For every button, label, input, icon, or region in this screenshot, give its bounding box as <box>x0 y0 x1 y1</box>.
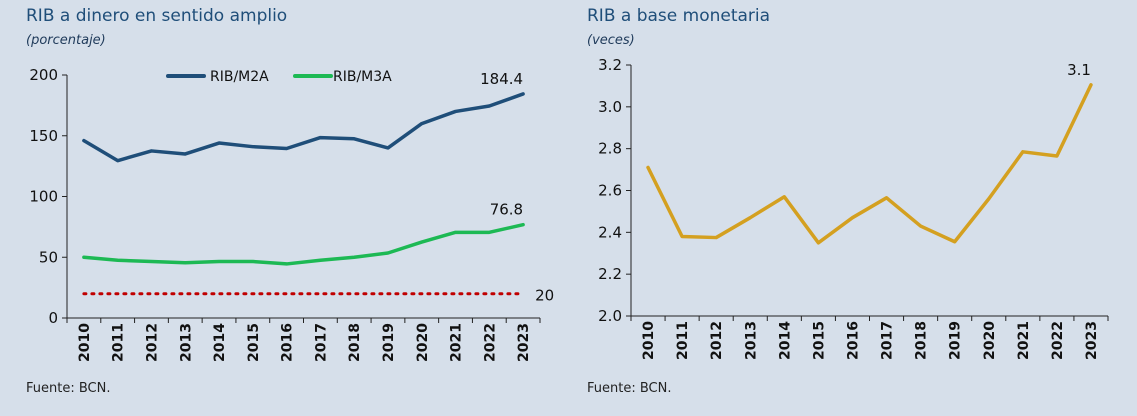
x-tick-label: 2016 <box>280 323 296 362</box>
series-line-main <box>646 83 1093 245</box>
x-tick-label: 2021 <box>449 323 465 362</box>
chart-left-svg: 0 50 100 150 200 2010 2011 2012 2013 2014 2015 2016… <box>29 66 554 362</box>
chart-source: Fuente: BCN. <box>26 381 111 396</box>
x-tick-label: 2019 <box>948 321 964 360</box>
series-line-rib-m2a <box>82 92 525 163</box>
x-tick-label: 2022 <box>1050 321 1066 360</box>
y-tick-label: 50 <box>39 248 58 266</box>
y-tick-label: 100 <box>29 188 58 206</box>
x-tick-label: 2016 <box>845 321 861 360</box>
x-tick-label: 2011 <box>675 321 691 360</box>
x-tick-label: 2021 <box>1016 321 1032 360</box>
chart-panel-left: RIB a dinero en sentido amplio (porcenta… <box>0 0 560 416</box>
chart-panel-right: RIB a base monetaria (veces) 2.0 2.2 2.4 2.… <box>560 0 1137 416</box>
x-tick-label: 2018 <box>347 323 363 362</box>
chart-title: RIB a base monetaria <box>587 6 771 26</box>
x-tick-label: 2020 <box>982 321 998 360</box>
x-tick-label: 2014 <box>212 323 228 362</box>
x-tick-label: 2014 <box>777 321 793 360</box>
chart-subtitle: (porcentaje) <box>26 33 106 48</box>
x-tick-label: 2023 <box>516 323 532 362</box>
y-tick-label: 0 <box>48 309 58 327</box>
series-line-rib-m3a <box>82 222 525 266</box>
data-label: 184.4 <box>480 70 523 88</box>
reference-line-label: 20 <box>535 287 554 305</box>
x-tick-label: 2017 <box>313 323 329 362</box>
y-tick-label: 3.0 <box>598 98 622 116</box>
y-tick-label: 2.4 <box>598 223 622 241</box>
x-tick-label: 2012 <box>144 323 160 362</box>
x-tick-label: 2015 <box>811 321 827 360</box>
y-tick-label: 2.8 <box>598 140 622 158</box>
data-label: 3.1 <box>1067 61 1091 79</box>
y-tick-label: 2.6 <box>598 182 622 200</box>
x-tick-label: 2023 <box>1084 321 1100 360</box>
x-tick-label: 2017 <box>880 321 896 360</box>
data-label: 76.8 <box>490 201 523 219</box>
y-tick-label: 150 <box>29 127 58 145</box>
y-tick-label: 2.2 <box>598 265 622 283</box>
chart-title: RIB a dinero en sentido amplio <box>26 6 288 26</box>
x-tick-label: 2022 <box>482 323 498 362</box>
x-tick-label: 2010 <box>77 323 93 362</box>
x-tick-label: 2013 <box>743 321 759 360</box>
y-tick-label: 3.2 <box>598 56 622 74</box>
x-tick-label: 2018 <box>914 321 930 360</box>
y-tick-label: 200 <box>29 66 58 84</box>
chart-source: Fuente: BCN. <box>587 381 672 396</box>
x-tick-label: 2020 <box>415 323 431 362</box>
x-tick-label: 2010 <box>641 321 657 360</box>
x-tick-label: 2011 <box>111 323 127 362</box>
x-tick-label: 2013 <box>178 323 194 362</box>
legend-label: RIB/M2A <box>210 69 269 85</box>
legend-label: RIB/M3A <box>333 69 392 85</box>
x-tick-label: 2012 <box>709 321 725 360</box>
y-tick-label: 2.0 <box>598 307 622 325</box>
x-tick-label: 2015 <box>246 323 262 362</box>
x-tick-label: 2019 <box>381 323 397 362</box>
chart-subtitle: (veces) <box>587 33 635 48</box>
chart-right-svg: 2.0 2.2 2.4 2.6 2.8 3.0 3.2 2010 2011 2012 2013 201… <box>598 56 1109 360</box>
